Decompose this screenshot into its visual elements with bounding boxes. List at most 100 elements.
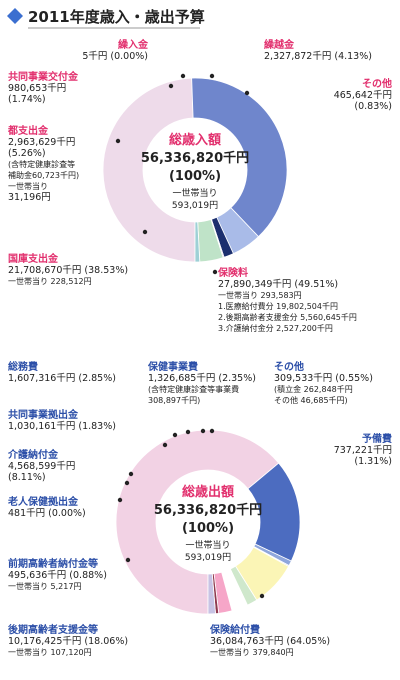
slice-label-line: 737,221千円 [334,445,392,456]
slice-label-name: 保険給付費 [209,623,260,636]
center-percent: (100%) [169,169,221,184]
slice-label-line: (1.74%) [8,94,46,105]
expenditure-chart: 総歳出額 56,336,820千円 (100%) 一世帯当り593,019円保険給付費… [7,360,392,657]
slice-label-name: 保険料 [217,266,248,279]
slice-label-line: 一世帯当り 228,512円 [8,276,92,286]
leader-dot [209,428,215,434]
center-per_household_label: 一世帯当り [172,187,217,199]
leader-dot [162,442,168,448]
leader-dot [200,428,206,434]
leader-dot [244,90,250,96]
slice-label-line: 2,963,629千円 [8,137,75,148]
slice-label-line: 309,533千円 (0.55%) [274,373,373,384]
slice-label-line: 27,890,349千円 (49.51%) [218,279,338,290]
donut-hole [143,118,247,222]
slice-label-line: (5.26%) [8,148,46,159]
leader-dot [124,480,130,486]
center-per_household_label: 一世帯当り [185,539,230,551]
slice-label-name: 共同事業交付金 [8,70,79,83]
slice-label-name: 前期高齢者納付金等 [8,557,98,570]
leader-dot [172,432,178,438]
slice-label-name: 繰入金 [118,38,149,51]
slice-label-line: (積立金 262,848千円 [274,384,353,394]
slice-label-line: 一世帯当り [8,181,48,191]
slice-label-line: 495,636千円 (0.88%) [8,570,107,581]
slice-label-line: (1.31%) [354,456,392,467]
slice-label-name: 繰越金 [264,38,295,51]
slice-label-line: (0.83%) [354,101,392,112]
slice-label-line: 36,084,763千円 (64.05%) [210,636,330,647]
slice-label-line: 980,653千円 [8,83,66,94]
page-title: 2011年度歳入・歳出予算 [28,8,205,26]
slice-label-name: 保健事業費 [147,360,198,373]
center-per_household_value: 593,019円 [185,552,231,563]
slice-label-name: その他 [362,77,392,90]
slice-label-name: 都支出金 [7,124,49,137]
slice-label-line: 10,176,425千円 (18.06%) [8,636,128,647]
slice-label-line: 1,326,685千円 (2.35%) [148,373,256,384]
slice-label-name: 総務費 [8,360,38,373]
slice-label-line: その他 46,685千円) [274,395,348,405]
revenue-chart: 総歳入額56,336,820千円(100%)一世帯当り593,019円保険料27… [7,38,392,333]
slice-label-name: その他 [274,360,304,373]
leader-dot [168,83,174,89]
center-total: 56,336,820千円 [141,150,249,166]
slice-label-line: 一世帯当り 293,583円 [218,290,302,300]
slice-label-line: 1,607,316千円 (2.85%) [8,373,116,384]
slice-label-line: 2.後期高齢者支援金分 5,560,645千円 [218,312,357,322]
leader-dot [142,229,148,235]
center-per_household_value: 593,019円 [172,200,218,211]
slice-label-line: 31,196円 [8,192,51,203]
slice-label-line: 21,708,670千円 (38.53%) [8,265,128,276]
center-total: 56,336,820千円 [154,502,262,518]
slice-label-line: 1,030,161千円 (1.83%) [8,421,116,432]
diamond-icon [7,8,23,24]
slice-label-line: 465,642千円 [334,90,392,101]
slice-label-line: 一世帯当り 107,120円 [8,647,92,657]
slice-label-line: 一世帯当り 5,217円 [8,581,81,591]
slice-label-line: 481千円 (0.00%) [8,508,86,519]
slice-label-line: 一世帯当り 379,840円 [210,647,294,657]
label-都支出金: 都支出金2,963,629千円(5.26%)(含特定健康診査等補助金60,723… [7,124,121,203]
leader-dot [115,138,121,144]
center-percent: (100%) [182,521,234,536]
slice-label-line: 1.医療給付費分 19,802,504千円 [218,301,338,311]
leader-dot [209,73,215,79]
slice-label-line: 5千円 (0.00%) [82,51,148,62]
slice-label-name: 介護納付金 [7,448,59,461]
slice-label-name: 後期高齢者支援金等 [8,623,98,636]
slice-label-line: 補助金60,723千円) [8,170,79,180]
slice-label-line: 4,568,599千円 [8,461,75,472]
slice-label-name: 予備費 [362,432,392,445]
leader-dot [259,593,265,599]
slice-label-line: (8.11%) [8,472,46,483]
center-label: 総歳出額 [182,484,234,500]
leader-dot [117,497,123,503]
donut-hole [156,470,260,574]
slice-label-line: 2,327,872千円 (4.13%) [264,51,372,62]
leader-dot [185,429,191,435]
slice-label-name: 共同事業拠出金 [8,408,79,421]
leader-dot [212,269,218,275]
center-label: 総歳入額 [169,132,221,148]
leader-dot [180,73,186,79]
leader-dot [128,471,134,477]
slice-label-line: (含特定健康診査等 [8,159,75,169]
slice-label-name: 国庫支出金 [8,252,59,265]
slice-label-line: 308,897千円) [148,395,200,405]
slice-label-line: 3.介護納付金分 2,527,200千円 [218,323,333,333]
